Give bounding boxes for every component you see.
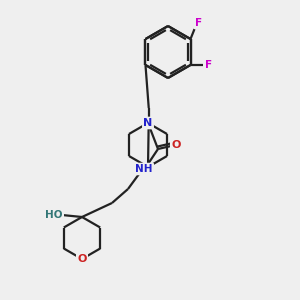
Text: N: N [143,118,153,128]
Text: F: F [205,60,212,70]
Text: HO: HO [45,210,63,220]
Text: F: F [195,18,202,28]
Text: NH: NH [135,164,153,174]
Text: O: O [171,140,181,150]
Text: O: O [77,254,87,264]
